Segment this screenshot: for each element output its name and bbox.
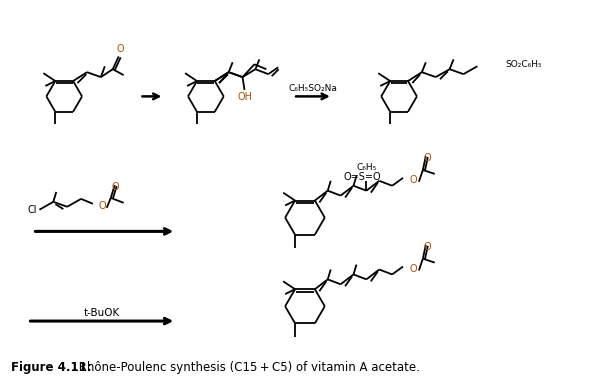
Text: O: O bbox=[424, 153, 431, 163]
Text: O: O bbox=[98, 201, 106, 211]
Text: O: O bbox=[424, 242, 431, 252]
Text: t-BuOK: t-BuOK bbox=[84, 308, 120, 318]
Text: O: O bbox=[409, 264, 417, 274]
Text: OH: OH bbox=[237, 92, 252, 102]
Text: Cl: Cl bbox=[28, 205, 37, 215]
Text: Figure 4.11:: Figure 4.11: bbox=[11, 361, 91, 374]
Text: C₆H₅SO₂Na: C₆H₅SO₂Na bbox=[289, 84, 337, 93]
Text: O=S=O: O=S=O bbox=[344, 172, 381, 182]
Text: O: O bbox=[112, 182, 119, 192]
Text: Rhône-Poulenc synthesis (C15 + C5) of vitamin A acetate.: Rhône-Poulenc synthesis (C15 + C5) of vi… bbox=[75, 361, 420, 374]
Text: O: O bbox=[117, 45, 124, 54]
Text: SO₂C₆H₅: SO₂C₆H₅ bbox=[505, 60, 542, 69]
Text: O: O bbox=[409, 175, 417, 185]
Text: C₆H₅: C₆H₅ bbox=[356, 163, 377, 171]
